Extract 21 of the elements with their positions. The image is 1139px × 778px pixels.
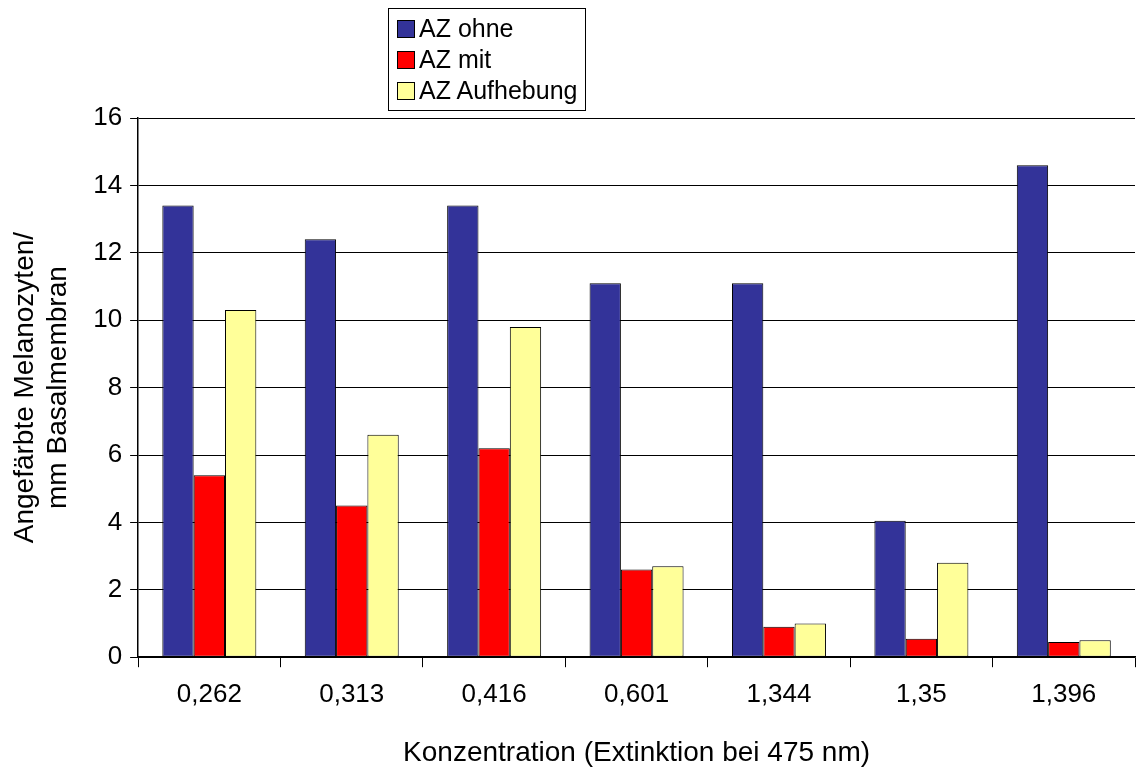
y-tick-label: 8 — [107, 370, 123, 401]
x-tick-label: 0,416 — [461, 677, 527, 708]
x-tick-label: 1,35 — [896, 677, 947, 708]
legend-label: AZ Aufhebung — [419, 75, 578, 106]
legend-label: AZ mit — [419, 44, 492, 75]
y-tick-label: 6 — [107, 438, 123, 469]
y-tick-label: 16 — [93, 101, 123, 132]
x-tick-label: 1,344 — [746, 677, 812, 708]
x-tick-label: 1,396 — [1031, 677, 1097, 708]
x-tick-label: 0,313 — [319, 677, 385, 708]
y-tick-label: 10 — [93, 303, 123, 334]
y-tick-label: 12 — [93, 235, 123, 266]
y-tick-label: 2 — [107, 572, 123, 603]
legend-label: AZ ohne — [419, 13, 514, 44]
y-axis-title: Angefärbte Melanozyten/ mm Basalmembran — [7, 231, 73, 544]
x-tick-label: 0,601 — [604, 677, 670, 708]
y-tick-label: 14 — [93, 168, 123, 199]
x-tick-label: 0,262 — [176, 677, 242, 708]
y-tick-label: 0 — [107, 640, 123, 671]
y-tick-label: 4 — [107, 505, 123, 536]
x-axis-title: Konzentration (Extinktion bei 475 nm) — [403, 735, 871, 767]
